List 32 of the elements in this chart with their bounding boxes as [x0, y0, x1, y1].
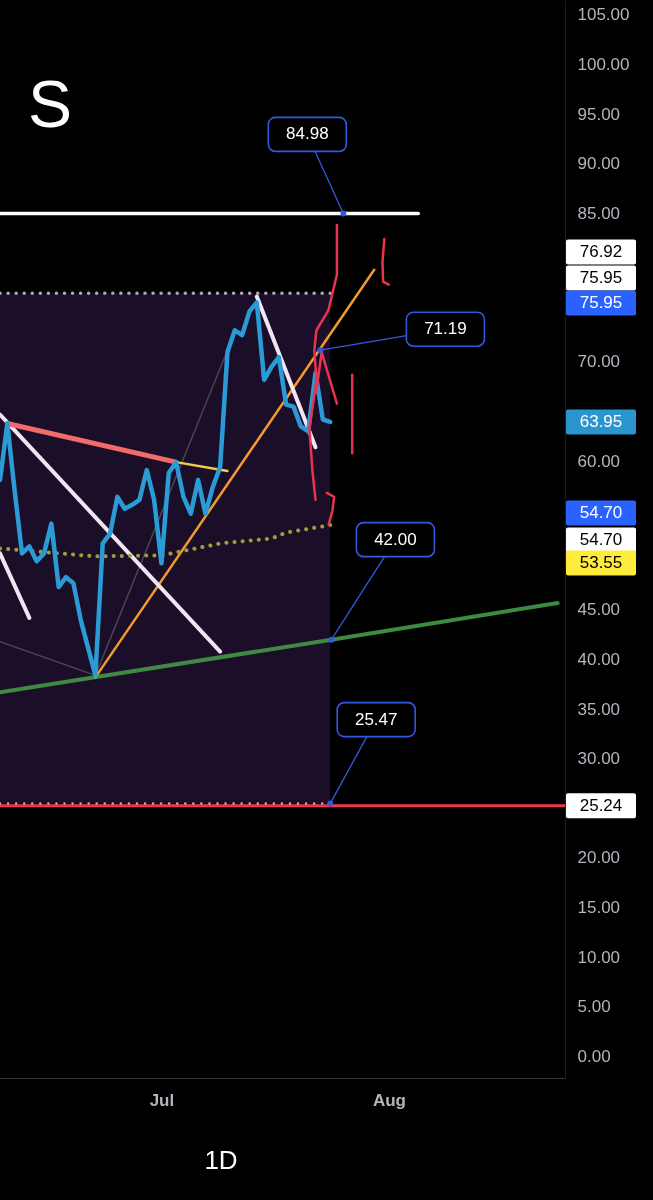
- text: 54.70: [579, 503, 623, 522]
- annotation: 25.47: [354, 709, 398, 729]
- text: 54.70: [579, 530, 623, 549]
- y-tick-label: 95.00: [577, 104, 621, 124]
- text: 75.95: [579, 268, 623, 287]
- y-tick-label: 90.00: [577, 154, 621, 174]
- y-tick-label: 10.00: [577, 947, 621, 967]
- y-tick-label: 30.00: [577, 749, 621, 769]
- y-tick-label: 70.00: [577, 352, 621, 372]
- annotation: 71.19: [424, 319, 467, 339]
- text: 76.92: [579, 242, 623, 261]
- text: 1D: [204, 1145, 238, 1175]
- y-tick-label: 40.00: [577, 649, 621, 669]
- text: 63.95: [579, 412, 623, 431]
- y-tick-label: 35.00: [577, 699, 621, 719]
- y-tick-label: 105.00: [577, 5, 630, 25]
- y-tick-label: 5.00: [577, 997, 611, 1017]
- text: 53.55: [579, 553, 623, 572]
- y-tick-label: 60.00: [577, 451, 621, 471]
- y-tick-label: 45.00: [577, 600, 621, 620]
- annotation: 42.00: [374, 529, 417, 549]
- text: 75.95: [579, 293, 623, 312]
- y-tick-label: 0.00: [577, 1046, 611, 1066]
- x-tick-label: Jul: [149, 1090, 175, 1110]
- y-tick-label: 15.00: [577, 897, 621, 917]
- y-tick-label: 85.00: [577, 203, 621, 223]
- annotation: S: [27, 67, 73, 141]
- annotation: 84.98: [286, 124, 329, 144]
- ref-line-label: 25.24: [579, 795, 623, 815]
- y-tick-label: 100.00: [577, 54, 630, 74]
- x-tick-label: Aug: [372, 1090, 406, 1110]
- y-tick-label: 20.00: [577, 848, 621, 868]
